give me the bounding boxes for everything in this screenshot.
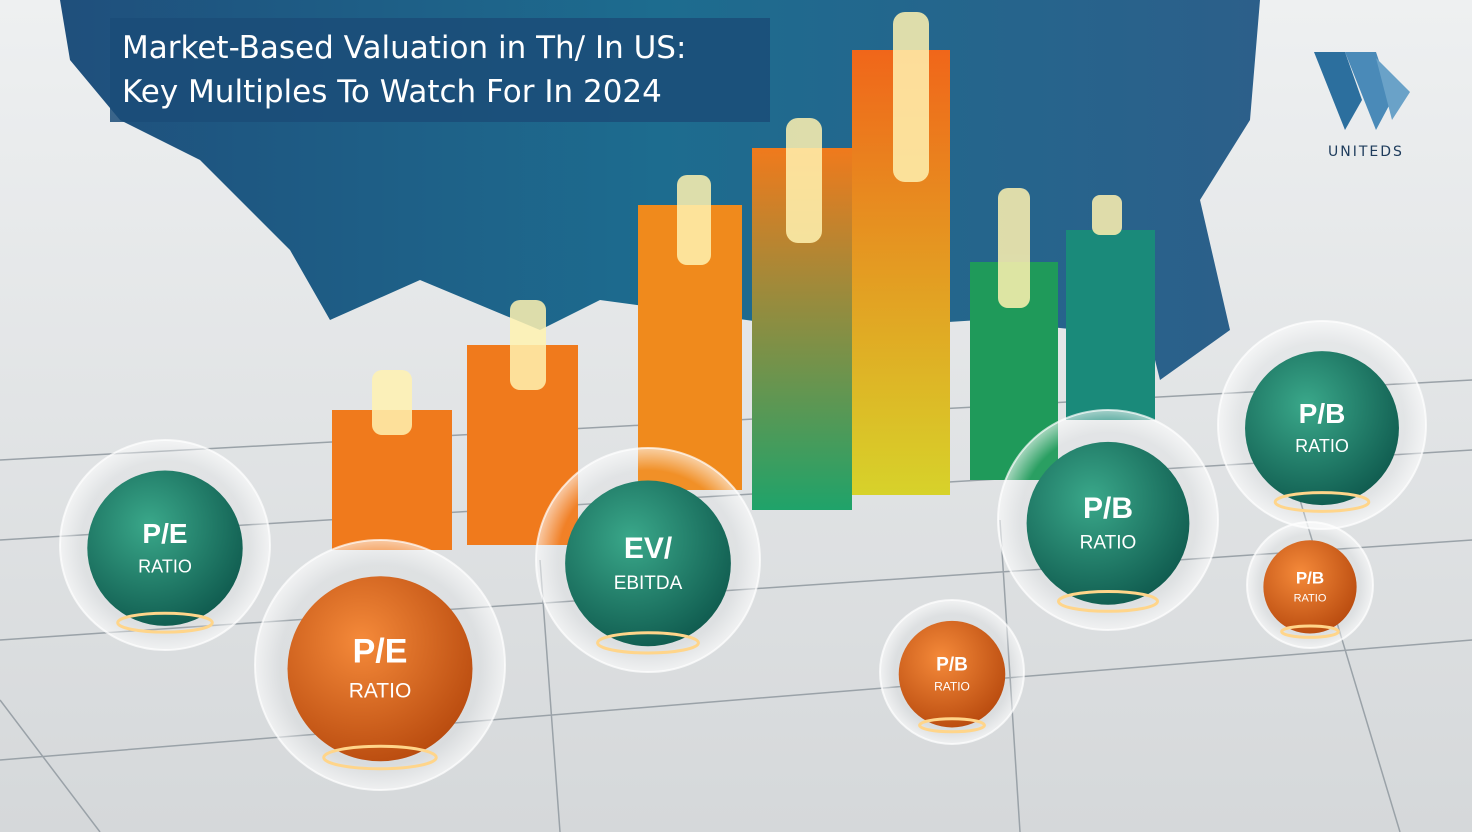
sphere-ball [1245,351,1399,506]
title-box [110,18,770,122]
sphere-ball [287,576,473,762]
sphere-label-bottom: RATIO [1295,436,1349,456]
sphere: P/B RATIO [879,599,1025,745]
sphere-ball [898,620,1006,728]
title-line: Key Multiples To Watch For In 2024 [122,74,662,110]
logo: UNITEDS [1314,52,1410,160]
sphere-glow [1273,491,1371,513]
sphere: P/E RATIO [59,439,271,651]
sphere-label-top: P/E [142,518,187,549]
sphere: P/E RATIO [254,539,506,791]
sphere: P/B RATIO [997,409,1219,631]
sphere-label-bottom: RATIO [138,556,192,576]
sphere-label-bottom: EBITDA [614,573,683,594]
sphere-label-top: EV/ [624,532,673,565]
sphere-label-bottom: RATIO [1080,533,1137,554]
sphere-glow [918,717,986,734]
sphere-label-top: P/B [1083,492,1133,525]
sphere-glow [596,631,700,655]
sphere-ball [565,480,731,647]
sphere-ball [1263,540,1357,634]
sphere-label-top: P/B [1299,398,1346,429]
bar [1066,230,1155,420]
sphere-label-bottom: RATIO [349,680,412,703]
sphere: EV/EBITDA [535,447,761,673]
sphere: P/B RATIO [1246,521,1374,649]
bars [332,12,1155,550]
sphere: P/B RATIO [1217,320,1427,530]
sphere-glow [116,611,214,634]
sphere-label-top: P/B [1296,569,1324,588]
sphere-label-bottom: RATIO [934,680,970,694]
sphere-ball [87,470,243,626]
title-line: Market-Based Valuation in Th/ In US: [122,30,686,66]
sphere-label-top: P/E [353,633,408,671]
sphere-glow [1280,624,1340,639]
sphere-glow [322,744,438,771]
logo-text: UNITEDS [1328,144,1404,160]
sphere-glow [1057,590,1159,613]
sphere-ball [1026,441,1190,605]
sphere-label-bottom: RATIO [1294,592,1327,604]
sphere-label-top: P/B [936,655,968,676]
